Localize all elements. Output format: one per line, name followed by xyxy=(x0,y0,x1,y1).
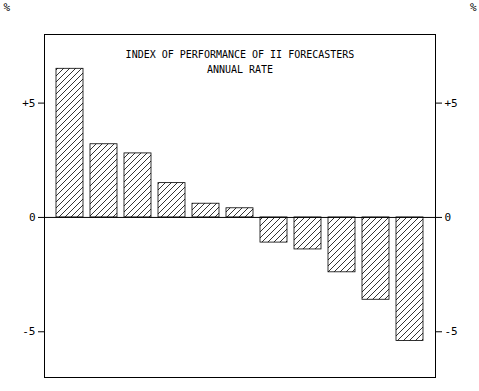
svg-text:+5: +5 xyxy=(22,97,35,110)
svg-text:INDEX OF PERFORMANCE OF II FOR: INDEX OF PERFORMANCE OF II FORECASTERS xyxy=(126,49,355,60)
svg-text:%: % xyxy=(4,1,11,14)
svg-text:-5: -5 xyxy=(22,325,35,338)
svg-text:%: % xyxy=(470,1,477,14)
svg-text:+5: +5 xyxy=(445,97,458,110)
svg-text:-5: -5 xyxy=(445,325,458,338)
svg-text:ANNUAL RATE: ANNUAL RATE xyxy=(207,64,273,75)
svg-text:0: 0 xyxy=(29,211,36,224)
svg-text:0: 0 xyxy=(445,211,452,224)
